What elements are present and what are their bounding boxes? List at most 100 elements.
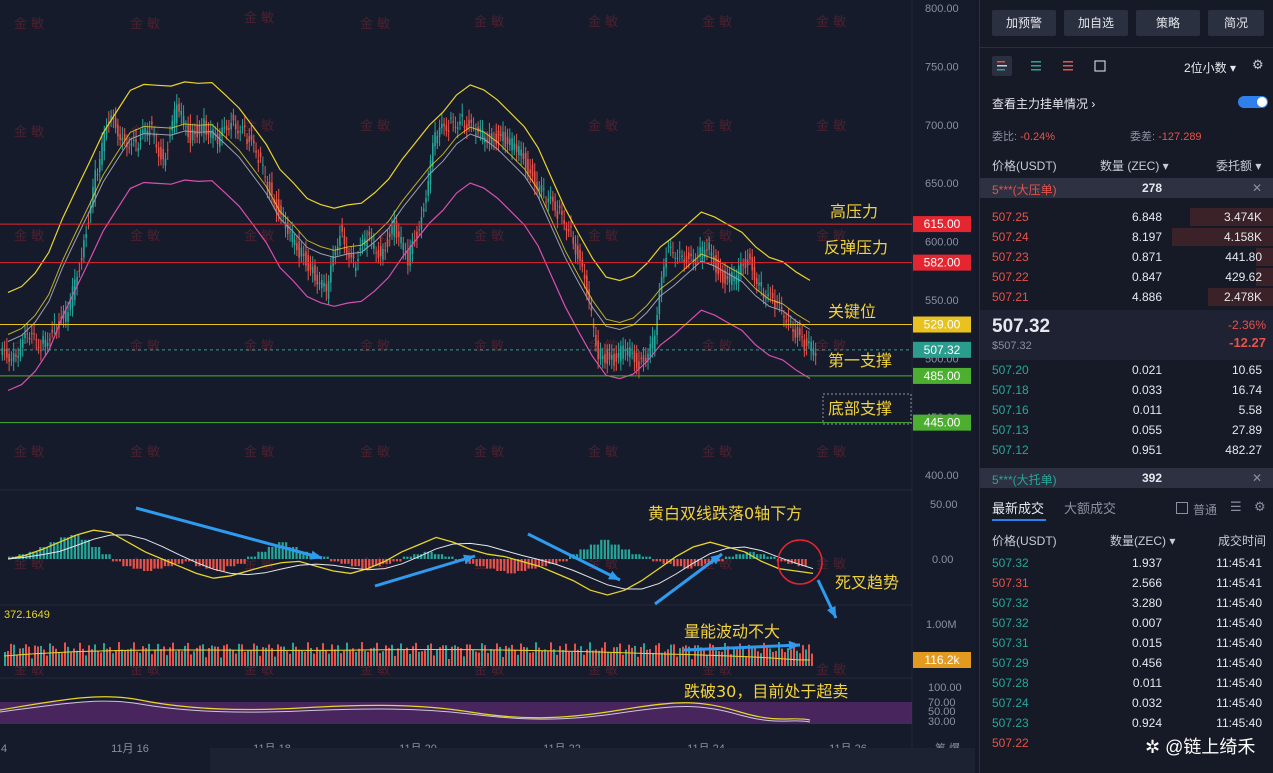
layout-bids-icon[interactable] xyxy=(1026,56,1046,76)
trade-col-qty-header[interactable]: 数量(ZEC) ▾ xyxy=(1110,532,1175,549)
volume-bar xyxy=(73,648,75,666)
bid-row[interactable]: 507.20 0.021 10.65 xyxy=(980,360,1273,380)
trade-row[interactable]: 507.32 3.280 11:45:40 xyxy=(980,593,1273,613)
volume-bar xyxy=(250,650,252,666)
macd-bar xyxy=(468,559,471,564)
macd-bar xyxy=(724,556,728,559)
volume-bar xyxy=(271,648,273,666)
volume-bar xyxy=(112,653,114,666)
ask-row[interactable]: 507.23 0.871 441.80 xyxy=(980,247,1273,267)
strategy-button[interactable]: 策略 xyxy=(1136,10,1200,36)
layout-both-icon[interactable] xyxy=(992,56,1012,76)
decimal-select[interactable]: 2位小数 ▾ xyxy=(1184,59,1236,76)
candle-body xyxy=(692,259,695,262)
candle-body xyxy=(592,324,595,328)
ask-price: 507.23 xyxy=(992,250,1029,264)
candle-body xyxy=(10,359,13,361)
bollinger-middle-line xyxy=(7,130,811,342)
candle-body xyxy=(660,276,663,293)
big-bid-row[interactable]: 5***(大托单) 392 ✕ xyxy=(980,468,1273,488)
brand-watermark: ✲ @链上绮禾 xyxy=(1145,737,1256,757)
settings-gear-icon[interactable]: ⚙ xyxy=(1254,499,1266,514)
volume-bar xyxy=(451,646,453,666)
big-ask-row[interactable]: 5***(大压单) 278 ✕ xyxy=(980,178,1273,198)
ask-row[interactable]: 507.24 8.197 4.158K xyxy=(980,227,1273,247)
bid-row[interactable]: 507.16 0.011 5.58 xyxy=(980,400,1273,420)
candle-body xyxy=(357,259,359,262)
volume-bar xyxy=(151,654,153,666)
volume-bar xyxy=(523,646,525,666)
macd-bar xyxy=(63,537,66,559)
settings-gear-icon[interactable]: ⚙ xyxy=(1252,57,1264,72)
chevron-down-icon: ▾ xyxy=(1162,159,1169,173)
volume-bar xyxy=(778,642,780,666)
volume-bar xyxy=(304,651,306,666)
trade-row[interactable]: 507.32 0.007 11:45:40 xyxy=(980,613,1273,633)
trade-row[interactable]: 507.24 0.032 11:45:40 xyxy=(980,693,1273,713)
volume-bar xyxy=(577,649,579,666)
volume-bar xyxy=(604,642,606,666)
candle-body xyxy=(710,252,713,256)
close-icon[interactable]: ✕ xyxy=(1251,181,1262,195)
bid-row[interactable]: 507.12 0.951 482.27 xyxy=(980,440,1273,460)
col-total-header[interactable]: 委托额 ▾ xyxy=(1216,157,1261,174)
tab-big-trades[interactable]: 大额成交 xyxy=(1064,501,1117,516)
macd-bar xyxy=(416,554,419,559)
chart-area[interactable]: 金 敏金 敏金 敏金 敏金 敏金 敏金 敏金 敏金 敏金 敏金 敏金 敏金 敏金… xyxy=(0,0,975,773)
bid-row[interactable]: 507.18 0.033 16.74 xyxy=(980,380,1273,400)
trade-row[interactable]: 507.31 2.566 11:45:41 xyxy=(980,573,1273,593)
layout-asks-icon[interactable] xyxy=(1058,56,1078,76)
filter-icon[interactable]: ☰ xyxy=(1230,499,1242,514)
candle-body xyxy=(687,252,690,259)
ask-row[interactable]: 507.25 6.848 3.474K xyxy=(980,207,1273,227)
add-watchlist-button[interactable]: 加自选 xyxy=(1064,10,1128,36)
candle-body xyxy=(493,140,495,142)
watermark-text: 金 敏 xyxy=(474,556,504,572)
volume-ma-line xyxy=(3,648,811,661)
candle-body xyxy=(194,131,196,135)
price-chart[interactable]: 金 敏金 敏金 敏金 敏金 敏金 敏金 敏金 敏金 敏金 敏金 敏金 敏金 敏金… xyxy=(0,0,975,773)
macd-bar xyxy=(101,554,104,559)
volume-bar xyxy=(394,655,396,666)
candle-body xyxy=(728,273,731,283)
candle-body xyxy=(726,275,729,280)
close-icon[interactable]: ✕ xyxy=(1251,471,1262,485)
trade-row[interactable]: 507.23 0.924 11:45:40 xyxy=(980,713,1273,733)
tab-latest-trades[interactable]: 最新成交 xyxy=(992,501,1045,516)
col-qty-header[interactable]: 数量 (ZEC) ▾ xyxy=(1100,157,1169,174)
main-orders-toggle[interactable] xyxy=(1238,96,1268,108)
candle-body xyxy=(96,174,99,176)
trade-row[interactable]: 507.31 0.015 11:45:40 xyxy=(980,633,1273,653)
overview-button[interactable]: 简况 xyxy=(1208,10,1264,36)
macd-bar xyxy=(333,559,336,562)
candle-body xyxy=(694,258,697,265)
volume-bar xyxy=(571,651,573,666)
candle-body xyxy=(407,249,409,266)
macd-bar xyxy=(589,544,593,559)
watermark-text: 金 敏 xyxy=(360,118,390,134)
ask-row[interactable]: 507.22 0.847 429.62 xyxy=(980,267,1273,287)
volume-bar xyxy=(685,645,687,666)
candle-body xyxy=(613,354,615,366)
ordinary-checkbox[interactable] xyxy=(1176,502,1188,514)
ask-row[interactable]: 507.21 4.886 2.478K xyxy=(980,287,1273,307)
trade-row[interactable]: 507.32 1.937 11:45:41 xyxy=(980,553,1273,573)
trade-row[interactable]: 507.28 0.011 11:45:40 xyxy=(980,673,1273,693)
add-alert-button[interactable]: 加预警 xyxy=(992,10,1056,36)
macd-bar xyxy=(291,547,295,559)
macd-bar xyxy=(409,556,412,559)
candle-body xyxy=(706,249,708,251)
candle-body xyxy=(180,110,183,116)
volume-bar xyxy=(586,649,588,666)
bid-row[interactable]: 507.13 0.055 27.89 xyxy=(980,420,1273,440)
layout-trades-icon[interactable] xyxy=(1090,56,1110,76)
candle-body xyxy=(370,236,373,240)
macd-bar xyxy=(472,559,475,564)
candle-body xyxy=(207,130,210,135)
volume-bar xyxy=(91,649,93,666)
candle-body xyxy=(320,280,323,289)
arrow-shaft xyxy=(683,643,801,652)
trade-row[interactable]: 507.22 xyxy=(980,733,1273,753)
trade-row[interactable]: 507.29 0.456 11:45:40 xyxy=(980,653,1273,673)
main-orders-link[interactable]: 查看主力挂单情况 › xyxy=(992,95,1095,112)
